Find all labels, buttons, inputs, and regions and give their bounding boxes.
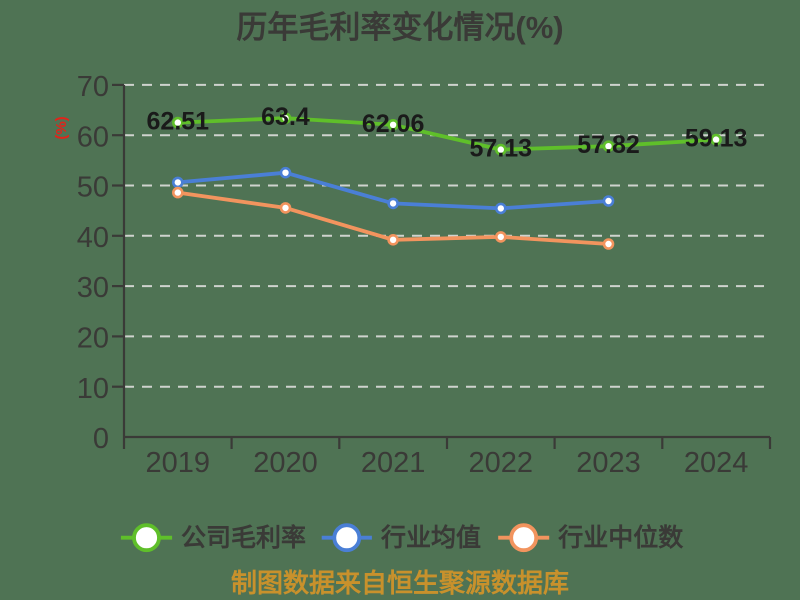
svg-text:30: 30 (77, 272, 109, 304)
svg-text:(%): (%) (53, 116, 70, 139)
svg-text:2021: 2021 (361, 447, 426, 479)
svg-text:40: 40 (77, 222, 109, 254)
svg-text:行业均值: 行业均值 (380, 524, 481, 552)
svg-text:2023: 2023 (576, 447, 641, 479)
svg-text:57.13: 57.13 (470, 135, 533, 163)
svg-text:0: 0 (93, 423, 109, 455)
svg-text:制图数据来自恒生聚源数据库: 制图数据来自恒生聚源数据库 (231, 568, 569, 598)
svg-text:20: 20 (77, 323, 109, 355)
svg-text:62.06: 62.06 (362, 110, 425, 138)
svg-text:57.82: 57.82 (577, 131, 640, 159)
svg-text:行业中位数: 行业中位数 (557, 523, 684, 552)
svg-text:10: 10 (77, 373, 109, 405)
svg-text:70: 70 (77, 71, 109, 103)
svg-text:2020: 2020 (253, 447, 318, 479)
svg-text:59.13: 59.13 (685, 125, 748, 153)
svg-text:2022: 2022 (469, 447, 534, 479)
svg-text:62.51: 62.51 (147, 108, 210, 136)
svg-text:60: 60 (77, 121, 109, 153)
svg-text:2024: 2024 (684, 447, 749, 479)
svg-text:2019: 2019 (146, 447, 211, 479)
svg-text:公司毛利率: 公司毛利率 (181, 523, 306, 552)
svg-text:63.4: 63.4 (261, 103, 310, 131)
svg-text:50: 50 (77, 172, 109, 204)
